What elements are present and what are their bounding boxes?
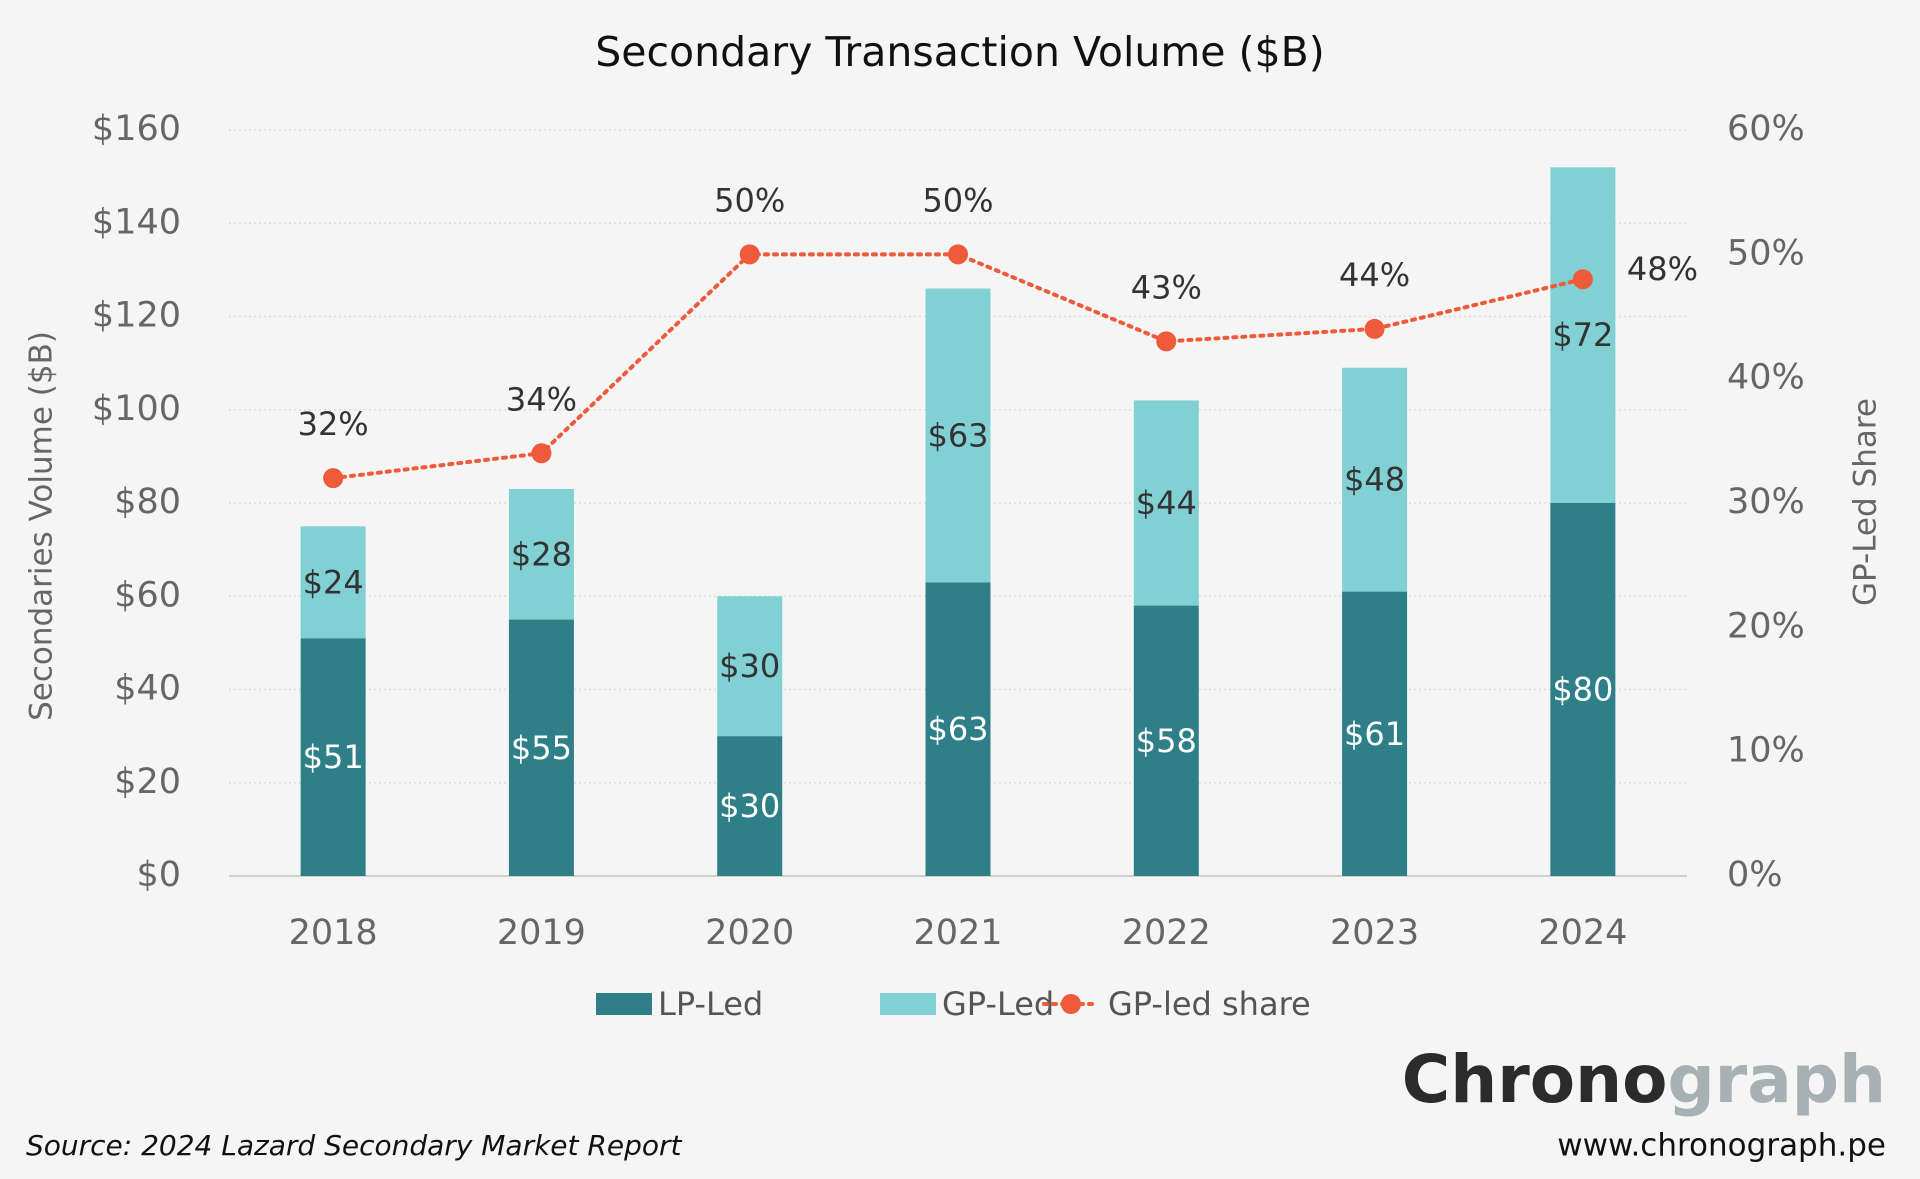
x-tick-label: 2024	[1538, 913, 1627, 953]
bar-segment	[717, 596, 783, 737]
source: Source: 2024 Lazard Secondary Market Rep…	[26, 1129, 683, 1162]
legend-marker	[1061, 994, 1081, 1014]
data-label: 50%	[714, 181, 785, 219]
data-label: 32%	[298, 405, 369, 443]
y2-axis-label: GP-Led Share	[1848, 398, 1884, 606]
legend-label: LP-Led	[658, 985, 763, 1023]
legend-swatch	[880, 993, 936, 1015]
y2-tick-label: 60%	[1727, 109, 1805, 149]
bar-segment	[300, 526, 366, 639]
data-label: 50%	[922, 181, 993, 219]
data-label: $30	[719, 787, 780, 825]
bar-segment	[300, 638, 366, 876]
data-label: 48%	[1627, 250, 1698, 288]
y2-tick-label: 30%	[1727, 482, 1805, 522]
data-label: $80	[1552, 671, 1613, 709]
x-tick-label: 2018	[289, 913, 378, 953]
y-tick-label: $60	[114, 575, 181, 615]
bar-segment	[1550, 167, 1616, 504]
bar-segment	[717, 736, 783, 876]
x-tick-label: 2022	[1122, 913, 1211, 953]
bar-segment	[925, 288, 991, 583]
legend-swatch	[596, 993, 652, 1015]
y-tick-label: $120	[92, 296, 181, 336]
y2-tick-label: 40%	[1727, 358, 1805, 398]
share-marker	[1156, 331, 1177, 352]
bar-segment	[925, 582, 991, 876]
share-marker	[1364, 318, 1385, 339]
brand-url: www.chronograph.pe	[1557, 1128, 1886, 1164]
legend-label: GP-led share	[1108, 985, 1311, 1023]
share-marker	[323, 468, 344, 489]
share-marker	[948, 244, 968, 265]
y-tick-label: $20	[114, 762, 181, 802]
x-tick-label: 2020	[705, 913, 794, 953]
bar-segment	[1133, 605, 1199, 876]
data-label: 34%	[506, 380, 577, 418]
data-label: $58	[1136, 722, 1197, 760]
x-tick-label: 2021	[913, 913, 1002, 953]
data-label: $51	[303, 738, 364, 776]
share-marker	[1572, 269, 1593, 290]
data-label: 43%	[1131, 268, 1202, 306]
share-marker	[531, 443, 552, 464]
data-label: $72	[1552, 316, 1613, 354]
y2-tick-label: 20%	[1727, 606, 1805, 646]
data-label: $48	[1344, 461, 1405, 499]
y-tick-label: $160	[92, 109, 181, 149]
y2-tick-label: 0%	[1727, 855, 1783, 895]
bar-segment	[1342, 591, 1408, 876]
data-label: 44%	[1339, 256, 1410, 294]
data-label: $63	[927, 710, 988, 748]
data-label: $30	[719, 647, 780, 685]
y2-tick-label: 50%	[1727, 233, 1805, 273]
legend-label: GP-Led	[942, 985, 1054, 1023]
data-label: $63	[927, 416, 988, 454]
y-tick-label: $40	[114, 669, 181, 709]
data-label: $55	[511, 729, 572, 767]
share-marker	[739, 244, 760, 265]
y-tick-label: $0	[136, 855, 181, 895]
data-label: $24	[303, 563, 364, 601]
y-tick-label: $80	[114, 482, 181, 522]
data-label: $28	[511, 535, 572, 573]
y-tick-label: $140	[92, 202, 181, 242]
bar-segment	[1342, 367, 1408, 592]
x-tick-label: 2023	[1330, 913, 1419, 953]
y-tick-label: $100	[92, 389, 181, 429]
y2-tick-label: 10%	[1727, 731, 1805, 771]
bar-segment	[508, 619, 574, 876]
bar-segment	[1550, 503, 1616, 876]
brand-dark: Chrono	[1402, 1041, 1668, 1118]
brand-logo: Chronograph	[1402, 1041, 1886, 1118]
chart-title: Secondary Transaction Volume ($B)	[595, 28, 1324, 76]
bar-segment	[1133, 400, 1199, 606]
data-label: $44	[1136, 484, 1197, 522]
bar-segment	[508, 489, 574, 620]
y-axis-label: Secondaries Volume ($B)	[24, 331, 60, 721]
brand-light: graph	[1667, 1041, 1886, 1118]
data-label: $61	[1344, 715, 1405, 753]
x-tick-label: 2019	[497, 913, 586, 953]
